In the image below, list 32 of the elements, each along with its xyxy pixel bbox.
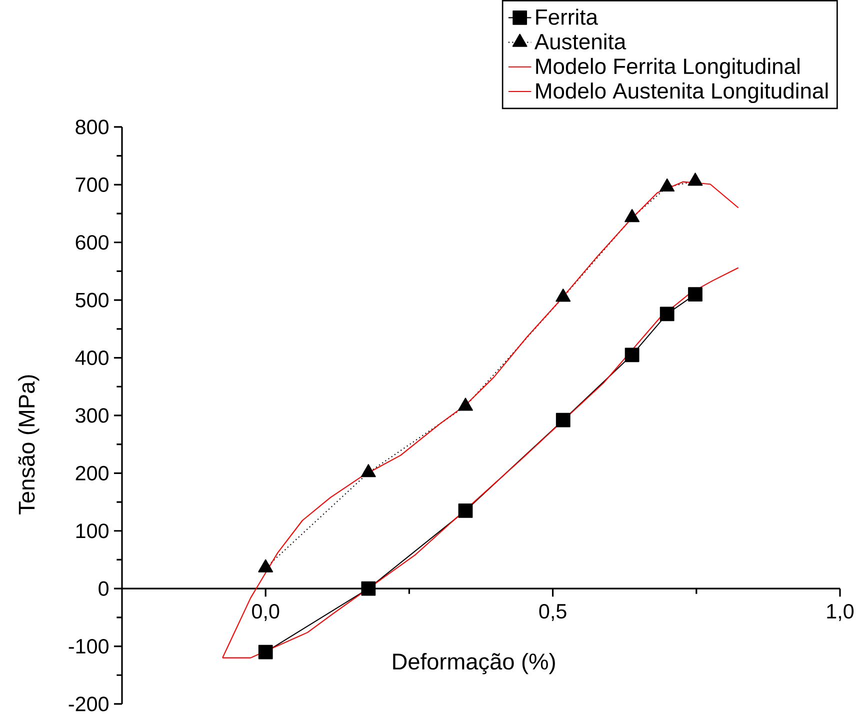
y-tick-label: -100 <box>68 638 108 654</box>
x-tick-label: 0,5 <box>539 604 566 622</box>
y-tick-label: 800 <box>76 120 108 134</box>
y-tick-label: 300 <box>76 408 108 423</box>
x-tick-label: 1,0 <box>827 604 854 622</box>
point <box>556 288 571 302</box>
y-tick-label: 0 <box>98 581 108 596</box>
y-tick-label: -200 <box>68 696 108 712</box>
y-tick-label: 400 <box>75 350 108 366</box>
point <box>360 464 376 478</box>
point <box>660 178 675 192</box>
point <box>458 503 473 518</box>
y-tick-label: 500 <box>76 292 108 308</box>
point <box>660 306 674 322</box>
legend-label: Ferrita <box>536 8 598 25</box>
point <box>361 581 376 596</box>
point <box>688 172 703 186</box>
point <box>624 348 640 362</box>
y-tick-label: 100 <box>76 524 108 538</box>
point <box>258 644 273 660</box>
legend-label: Modelo Ferrita Longitudinal <box>536 58 800 78</box>
y-tick-label: 600 <box>76 235 108 250</box>
legend-label: Austenita <box>534 33 626 50</box>
y-tick-label: 700 <box>76 177 108 192</box>
point <box>624 209 640 222</box>
legend-label: Modelo Austenita Longitudinal <box>536 82 828 104</box>
point <box>556 412 570 428</box>
y-tick-label: 200 <box>76 466 108 481</box>
x-axis-title: Deformação (%) <box>393 652 555 674</box>
x-tick-label: 0,0 <box>252 604 280 622</box>
point <box>458 398 473 411</box>
y-axis-title: Tensão (MPa) <box>18 375 40 514</box>
